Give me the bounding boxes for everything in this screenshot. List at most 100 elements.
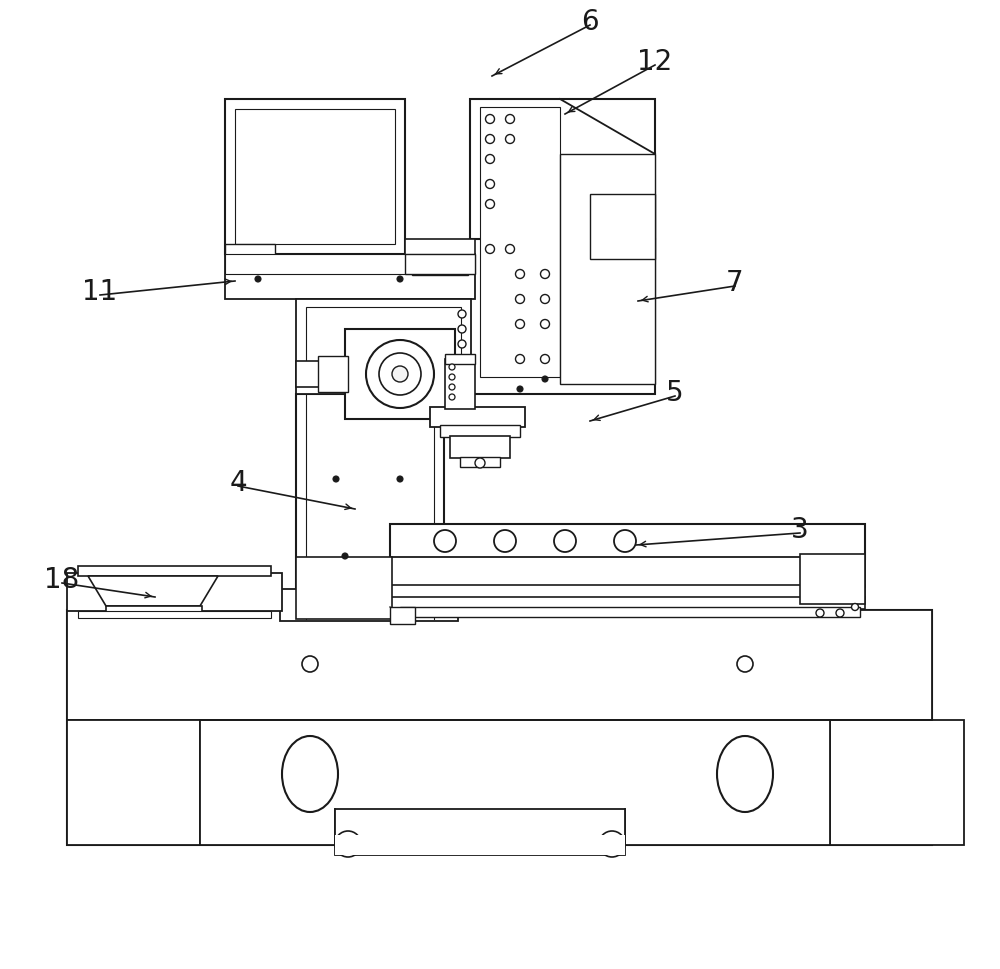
Circle shape (540, 355, 550, 364)
Text: 3: 3 (791, 516, 809, 544)
Text: 12: 12 (637, 47, 673, 76)
Polygon shape (88, 577, 218, 607)
Circle shape (302, 656, 318, 672)
Circle shape (342, 553, 348, 559)
Circle shape (516, 320, 524, 329)
Circle shape (486, 136, 495, 144)
Bar (445, 359, 475, 410)
Circle shape (486, 115, 495, 124)
Bar (106, 607, 202, 616)
Bar (296, 361, 348, 388)
Polygon shape (390, 608, 415, 624)
Circle shape (540, 320, 550, 329)
Bar (67, 574, 282, 611)
Circle shape (516, 355, 524, 364)
Bar (390, 597, 865, 610)
Circle shape (449, 385, 455, 391)
Circle shape (816, 610, 824, 617)
Circle shape (333, 477, 339, 483)
Circle shape (542, 377, 548, 383)
Circle shape (506, 245, 514, 254)
Text: 6: 6 (581, 8, 599, 36)
Bar (225, 255, 475, 299)
Bar (67, 610, 932, 720)
Bar (225, 255, 475, 275)
Circle shape (486, 155, 495, 165)
Bar (390, 557, 865, 587)
Bar (296, 557, 392, 619)
Circle shape (379, 354, 421, 395)
Bar (78, 611, 271, 618)
Circle shape (494, 530, 516, 552)
Bar (412, 267, 468, 276)
Circle shape (517, 387, 523, 392)
Circle shape (737, 656, 753, 672)
Bar (460, 457, 500, 467)
Bar (440, 425, 520, 438)
Circle shape (836, 610, 844, 617)
Circle shape (540, 270, 550, 279)
Bar (296, 299, 471, 394)
Bar (445, 355, 475, 364)
Bar (235, 109, 395, 245)
Circle shape (554, 530, 576, 552)
Ellipse shape (717, 736, 773, 812)
Bar (296, 394, 444, 614)
Circle shape (486, 180, 495, 189)
Bar (390, 524, 865, 559)
Bar (200, 720, 830, 845)
Bar (400, 608, 860, 617)
Bar (390, 585, 865, 600)
Bar (225, 245, 275, 257)
Circle shape (540, 296, 550, 304)
Text: 4: 4 (229, 469, 247, 496)
Bar (830, 720, 964, 845)
Circle shape (506, 136, 514, 144)
Bar (560, 155, 655, 385)
Bar (405, 255, 475, 275)
Bar (345, 329, 455, 420)
Bar (470, 239, 655, 394)
Circle shape (458, 311, 466, 319)
Bar (67, 610, 932, 845)
Text: 18: 18 (44, 566, 80, 593)
Bar (800, 554, 865, 605)
Bar (450, 437, 510, 458)
Bar (335, 809, 625, 855)
Bar (405, 239, 475, 260)
Circle shape (852, 604, 858, 610)
Circle shape (397, 477, 403, 483)
Bar (335, 835, 625, 855)
Circle shape (486, 245, 495, 254)
Circle shape (366, 341, 434, 409)
Text: 11: 11 (82, 278, 118, 305)
Circle shape (486, 201, 495, 209)
Circle shape (506, 115, 514, 124)
Bar (590, 195, 655, 260)
Text: 7: 7 (726, 268, 744, 297)
Bar (480, 108, 560, 378)
Ellipse shape (282, 736, 338, 812)
Bar (430, 408, 525, 427)
Circle shape (449, 375, 455, 381)
Bar (225, 100, 405, 255)
Circle shape (516, 270, 524, 279)
Circle shape (458, 326, 466, 333)
Bar (410, 258, 470, 269)
Circle shape (449, 364, 455, 370)
Circle shape (599, 831, 625, 858)
Circle shape (475, 458, 485, 469)
Circle shape (614, 530, 636, 552)
Circle shape (434, 530, 456, 552)
Circle shape (516, 296, 524, 304)
Bar (78, 567, 271, 577)
Circle shape (392, 366, 408, 383)
Bar (470, 100, 655, 385)
Circle shape (449, 394, 455, 400)
Circle shape (335, 831, 361, 858)
Circle shape (255, 277, 261, 283)
Circle shape (397, 277, 403, 283)
Bar (306, 308, 461, 386)
Bar (67, 720, 200, 845)
Bar (280, 589, 458, 621)
